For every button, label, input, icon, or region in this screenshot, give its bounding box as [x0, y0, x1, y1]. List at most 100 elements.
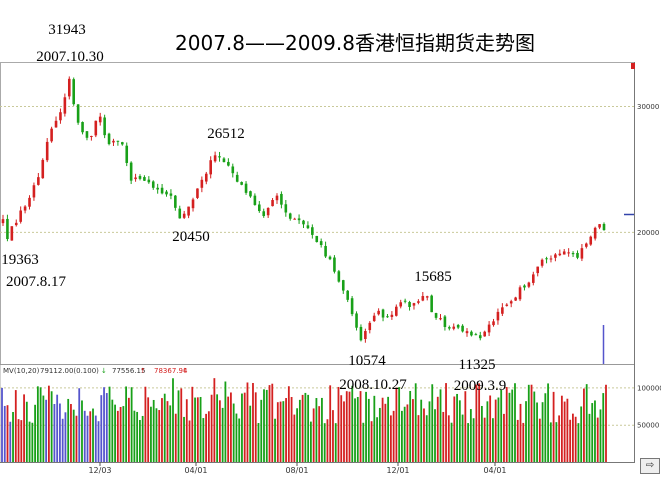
candle-body: [187, 206, 190, 216]
candle-body: [421, 296, 425, 301]
volume-bar: [594, 400, 596, 462]
volume-bar: [224, 381, 227, 462]
candle-body: [311, 227, 314, 235]
volume-bar: [309, 421, 312, 462]
candle-body: [244, 183, 248, 193]
annotation-label: 2009.3.9: [454, 378, 507, 394]
volume-bar: [387, 396, 390, 462]
candle-body: [54, 120, 58, 128]
candle-body: [90, 135, 93, 137]
volume-bar: [14, 390, 17, 462]
candlesticks: [1, 76, 606, 343]
candle-body: [275, 195, 279, 201]
volume-bar: [580, 406, 583, 462]
volume-bar: [378, 407, 381, 462]
volume-bar: [50, 391, 53, 462]
volume-tick-label: 50000: [637, 422, 659, 430]
candle-body: [196, 188, 199, 198]
candle-body: [585, 243, 588, 247]
volume-bar: [356, 396, 359, 462]
volume-bar: [494, 399, 497, 462]
candle-body: [45, 141, 49, 161]
volume-bar: [602, 393, 605, 462]
volume-bar: [395, 387, 398, 462]
volume-bar: [500, 389, 503, 462]
candle-body: [430, 295, 433, 313]
volume-bar: [221, 407, 224, 462]
volume-bar: [351, 385, 354, 462]
volume-bar: [343, 401, 345, 462]
volume-bar: [188, 420, 191, 462]
volume-bar: [596, 417, 599, 462]
candle-body: [41, 159, 45, 179]
candle-body: [470, 331, 473, 336]
candle-body: [399, 302, 403, 307]
volume-bar: [519, 403, 522, 462]
scroll-button[interactable]: ⇨: [640, 458, 660, 474]
candle-body: [37, 177, 40, 185]
candle-body: [63, 97, 67, 114]
volume-bar: [243, 392, 246, 462]
volume-bar: [144, 386, 147, 462]
annotation-label: 26512: [207, 126, 245, 142]
volume-bar: [205, 413, 207, 462]
volume-bar: [392, 410, 395, 462]
candle-body: [452, 326, 456, 329]
volume-bar: [9, 421, 12, 462]
volume-bar: [12, 412, 14, 462]
volume-bar: [453, 396, 456, 462]
volume-bar: [34, 404, 36, 462]
annotation-label: 15685: [414, 269, 452, 285]
volume-bar: [376, 417, 378, 462]
volume-bar: [213, 378, 216, 462]
candle-body: [235, 174, 239, 182]
candle-body: [359, 326, 363, 341]
candle-body: [355, 313, 358, 328]
candle-body: [258, 204, 261, 212]
volume-bar: [279, 401, 282, 462]
volume-bar: [249, 405, 252, 462]
volume-bar: [340, 395, 343, 462]
price-tick-label: 20000: [637, 229, 659, 237]
volume-bar: [282, 401, 285, 462]
volume-bar: [81, 400, 83, 462]
volume-legend-name: MV(10,20): [3, 367, 40, 375]
volume-bar: [307, 394, 310, 462]
candle-body: [213, 155, 217, 162]
candle-body: [492, 321, 495, 326]
candle-body: [1, 219, 5, 224]
candle-body: [143, 177, 146, 181]
candle-body: [505, 304, 509, 306]
volume-bar: [323, 423, 326, 462]
volume-bar: [434, 409, 436, 462]
volume-bar: [105, 393, 108, 462]
volume-bar: [577, 423, 580, 462]
volume-bar: [103, 387, 105, 462]
volume-bar: [218, 400, 221, 462]
volume-bar: [436, 396, 439, 462]
volume-bar: [445, 383, 447, 462]
candle-body: [496, 311, 500, 321]
candle-body: [284, 204, 288, 213]
volume-bar: [514, 383, 516, 462]
volume-bar: [20, 420, 23, 462]
volume-bar: [25, 401, 28, 462]
candle-body: [461, 325, 464, 332]
candle-body: [474, 334, 478, 336]
annotation-label: 2007.10.30: [36, 49, 104, 65]
candle-body: [576, 252, 579, 258]
candle-body: [293, 218, 296, 220]
volume-bar: [241, 393, 243, 462]
volume-bar: [199, 396, 202, 462]
volume-bar: [398, 387, 401, 462]
volume-bar: [290, 397, 293, 462]
volume-bar: [114, 404, 116, 462]
x-tick-label: 12/01: [386, 466, 409, 475]
candle-body: [328, 256, 332, 260]
candle-body: [403, 300, 407, 302]
volume-bar: [503, 413, 505, 462]
volume-bars: [1, 378, 607, 462]
volume-bar: [257, 423, 260, 462]
volume-bar: [183, 416, 185, 462]
volume-bar: [456, 393, 458, 462]
